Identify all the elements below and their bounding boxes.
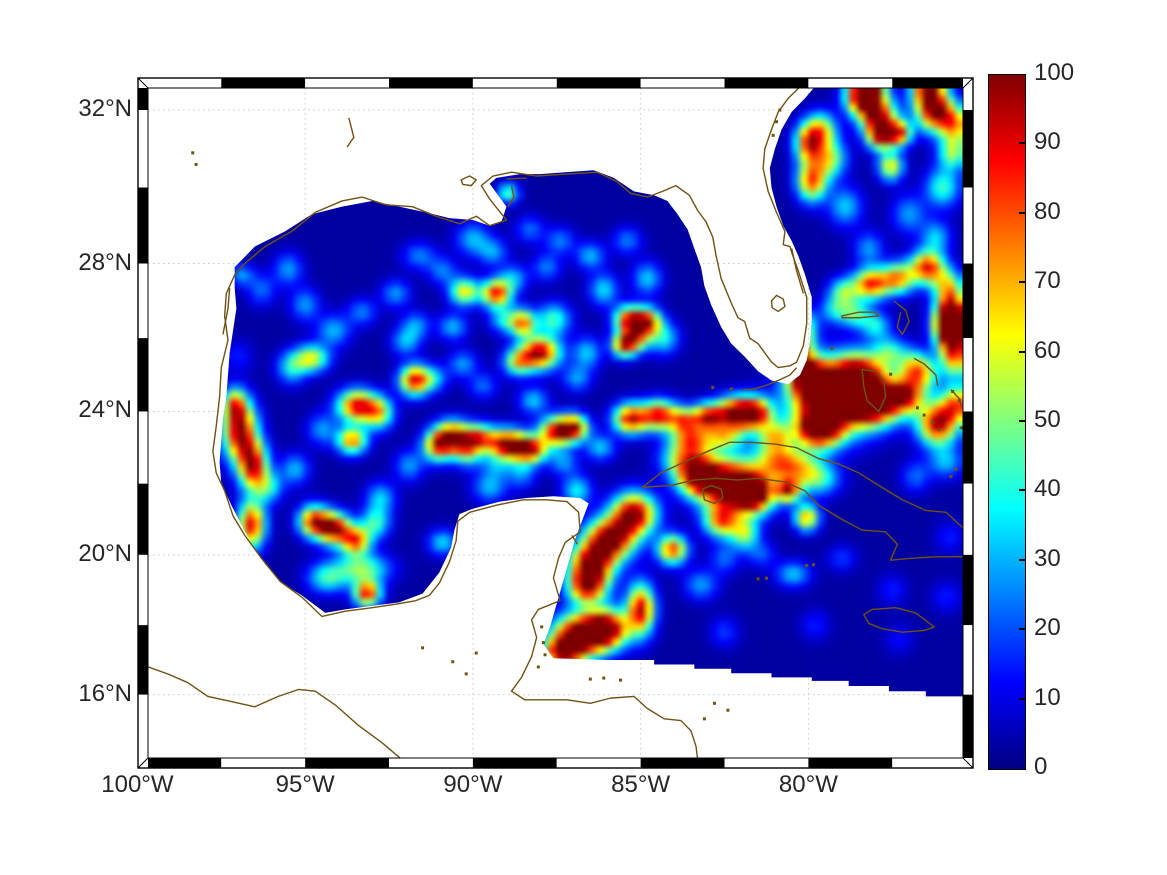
colorbar-tick-label: 70 [1034, 267, 1061, 295]
x-axis-tick-label: 80°W [778, 771, 838, 798]
colorbar-tick-label: 0 [1034, 753, 1048, 780]
colorbar-tick-label: 30 [1034, 544, 1061, 572]
colorbar-tick-label: 80 [1034, 197, 1061, 225]
colorbar-tick-mark [1019, 558, 1026, 561]
y-axis-tick-label: 28°N [78, 248, 132, 276]
colorbar-tick-label: 20 [1034, 614, 1061, 642]
x-axis-tick-label: 100°W [101, 771, 174, 798]
y-axis-tick-label: 32°N [78, 94, 132, 122]
colorbar-tick-mark [1019, 281, 1026, 284]
colorbar-tick-mark [1019, 350, 1026, 353]
colorbar-tick-label: 60 [1034, 336, 1061, 364]
colorbar-tick-mark [1019, 420, 1026, 422]
y-axis-tick-label: 20°N [78, 539, 132, 567]
x-axis-tick-label: 90°W [443, 771, 503, 798]
colorbar-tick-label: 50 [1034, 406, 1061, 433]
colorbar-tick-label: 100 [1034, 59, 1075, 86]
colorbar-tick-mark [1019, 697, 1026, 700]
y-axis-tick-label: 24°N [78, 396, 132, 424]
y-axis-tick-label: 16°N [78, 679, 132, 707]
x-axis-tick-label: 95°W [275, 771, 335, 798]
x-axis-tick-label: 85°W [611, 771, 671, 798]
colorbar [988, 74, 1026, 770]
colorbar-tick-mark [1019, 142, 1026, 145]
colorbar-tick-label: 10 [1034, 683, 1061, 711]
colorbar-tick-mark [1019, 211, 1026, 214]
colorbar-tick-mark [1019, 489, 1026, 492]
colorbar-tick-mark [1019, 628, 1026, 631]
colorbar-tick-label: 40 [1034, 475, 1061, 503]
colorbar-tick-label: 90 [1034, 128, 1061, 156]
